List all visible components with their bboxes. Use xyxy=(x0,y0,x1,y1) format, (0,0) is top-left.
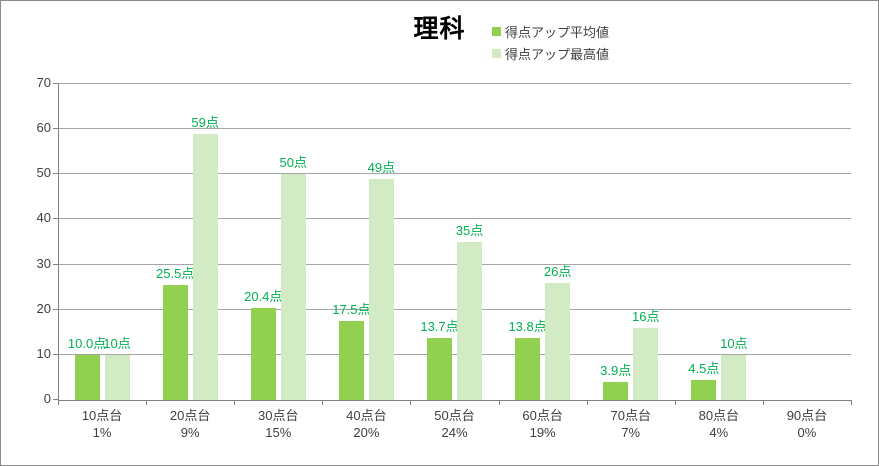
x-axis-tick xyxy=(322,401,324,405)
x-axis-category-label: 80点台 4% xyxy=(698,408,740,440)
x-axis-tick xyxy=(410,401,412,405)
data-label-average: 17.5点 xyxy=(332,302,371,317)
legend-swatch-average-icon xyxy=(492,26,501,36)
y-axis-label: 30 xyxy=(36,255,51,271)
x-axis-tick xyxy=(851,401,852,405)
y-axis-label: 60 xyxy=(36,120,51,136)
data-label-maximum: 50点 xyxy=(279,155,307,171)
gridline xyxy=(58,128,851,130)
data-label-maximum: 35点 xyxy=(455,223,484,238)
x-axis-category-label: 10点台 1% xyxy=(81,408,123,440)
x-axis-category-label: 90点台 0% xyxy=(786,408,828,440)
x-axis-tick xyxy=(234,401,236,405)
legend-swatch-maximum-icon xyxy=(492,48,501,58)
x-axis-category-label: 30点台 15% xyxy=(258,408,299,440)
y-axis-tick xyxy=(53,399,58,400)
y-axis-label: 40 xyxy=(36,210,51,226)
gridline xyxy=(58,173,851,175)
bar-maximum xyxy=(104,354,130,400)
data-label-maximum: 49点 xyxy=(367,159,396,175)
y-axis-label: 50 xyxy=(36,165,51,181)
gridline xyxy=(58,263,851,265)
bar-maximum xyxy=(721,354,747,400)
data-label-average: 10.0点 xyxy=(67,335,107,351)
gridline xyxy=(58,308,851,310)
data-label-average: 13.8点 xyxy=(508,318,547,334)
data-label-maximum: 26点 xyxy=(543,263,572,279)
y-axis-tick xyxy=(53,308,58,310)
data-label-maximum: 59点 xyxy=(191,114,219,130)
x-axis-line xyxy=(58,400,852,401)
data-label-average: 4.5点 xyxy=(688,360,720,376)
y-axis-label: 70 xyxy=(36,75,51,90)
y-axis-tick xyxy=(53,353,58,355)
y-axis-label: 0 xyxy=(43,391,51,406)
gridline xyxy=(58,353,851,355)
bar-average xyxy=(162,284,188,400)
y-axis-tick xyxy=(53,263,58,265)
data-label-maximum: 10点 xyxy=(103,335,131,351)
data-label-maximum: 10点 xyxy=(720,335,748,351)
x-axis-category-label: 60点台 19% xyxy=(522,408,563,440)
x-axis-tick xyxy=(674,401,676,405)
bar-maximum xyxy=(633,327,659,400)
data-label-average: 3.9点 xyxy=(600,363,632,379)
bar-average xyxy=(338,321,364,400)
bar-maximum xyxy=(192,133,218,400)
bar-average xyxy=(74,354,100,400)
y-axis-tick xyxy=(53,218,58,220)
y-axis-label: 10 xyxy=(36,345,51,361)
gridline xyxy=(58,218,851,220)
data-label-average: 13.7点 xyxy=(420,319,459,335)
bar-average xyxy=(515,337,541,400)
bar-maximum xyxy=(368,178,394,400)
legend-label-average: 得点アップ平均値 xyxy=(505,24,610,40)
legend-item-maximum: 得点アップ最高値 xyxy=(492,42,609,64)
x-axis-tick xyxy=(762,401,764,405)
x-axis-tick xyxy=(498,401,500,405)
bar-average xyxy=(691,379,717,400)
x-axis-category-label: 20点台 9% xyxy=(169,408,211,440)
x-axis-tick xyxy=(146,401,148,405)
data-label-average: 20.4点 xyxy=(244,288,283,304)
legend-label-maximum: 得点アップ最高値 xyxy=(505,46,610,62)
bar-maximum xyxy=(280,174,306,400)
x-axis-tick xyxy=(58,401,59,405)
y-axis-tick xyxy=(53,128,58,130)
data-label-maximum: 16点 xyxy=(631,308,660,324)
legend-item-average: 得点アップ平均値 xyxy=(492,20,609,42)
y-axis-line xyxy=(58,84,59,400)
x-axis-category-label: 40点台 20% xyxy=(346,408,387,440)
chart-legend: 得点アップ平均値 得点アップ最高値 xyxy=(492,20,609,64)
gridline xyxy=(58,83,851,84)
y-axis-label: 20 xyxy=(36,300,51,316)
x-axis-tick xyxy=(586,401,588,405)
x-axis-category-label: 50点台 24% xyxy=(434,408,475,440)
bar-average xyxy=(427,338,452,400)
data-label-average: 25.5点 xyxy=(156,265,195,281)
y-axis-tick xyxy=(53,83,58,84)
bar-average xyxy=(250,307,276,400)
bar-maximum xyxy=(457,242,482,400)
y-axis-tick xyxy=(53,173,58,175)
bar-average xyxy=(603,382,629,400)
chart-title: 理科 xyxy=(413,15,466,43)
bar-maximum xyxy=(545,282,571,400)
x-axis-category-label: 70点台 7% xyxy=(610,408,651,440)
